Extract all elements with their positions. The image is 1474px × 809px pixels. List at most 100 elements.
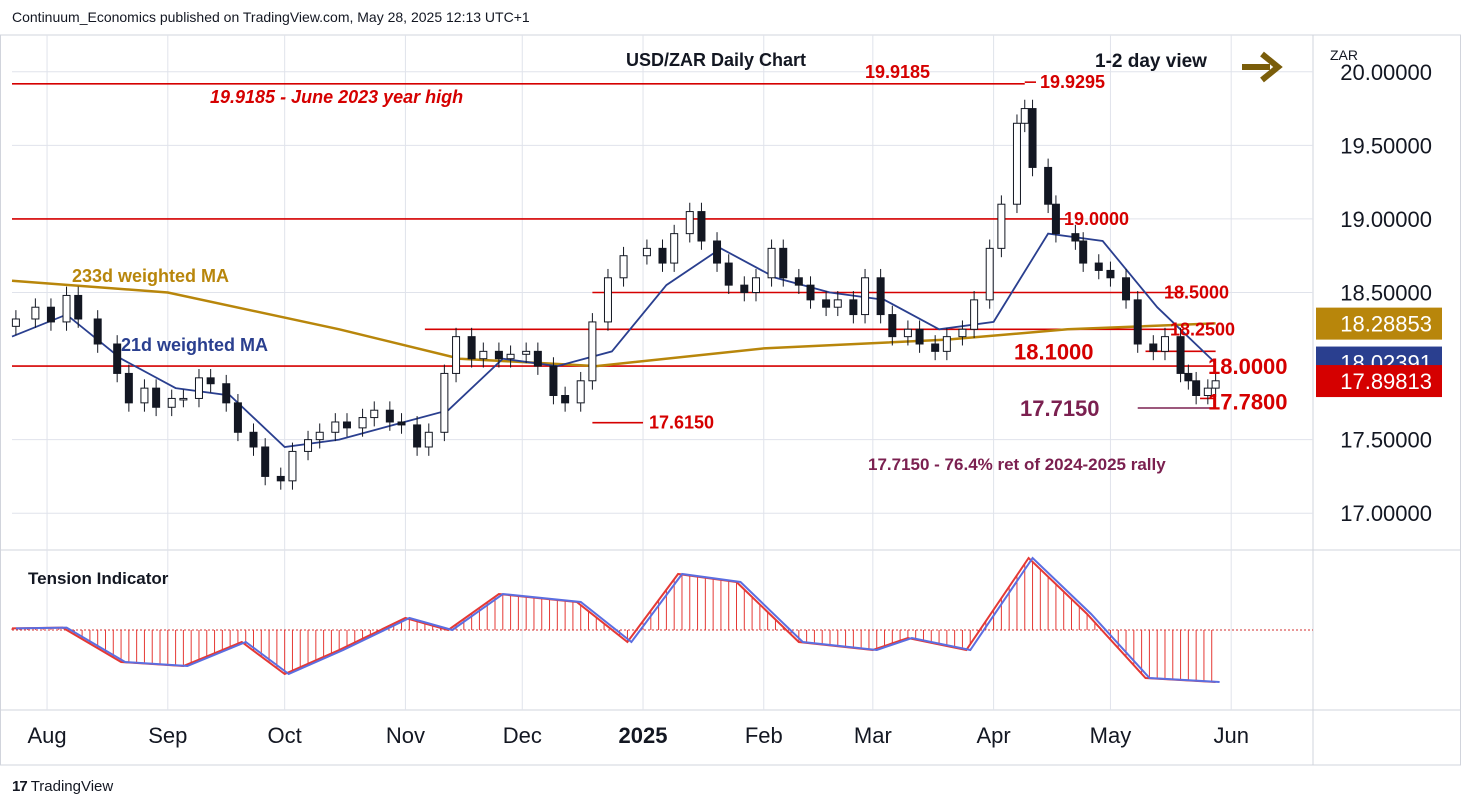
candle-body: [11, 318, 20, 327]
candle-body: [861, 277, 870, 316]
candle-body: [479, 350, 488, 360]
tradingview-logo[interactable]: 17 TradingView: [12, 778, 113, 795]
level-label-18-5000: 18.5000: [1164, 283, 1229, 303]
candle-body: [1012, 122, 1021, 205]
candle-body: [997, 203, 1006, 249]
wma233-label: 233d weighted MA: [72, 266, 229, 286]
x-tick-label: Sep: [148, 723, 187, 748]
candle-body: [424, 431, 433, 448]
fib-label: 17.7150: [1020, 396, 1100, 421]
candle-body: [740, 284, 749, 293]
x-tick-label: Mar: [854, 723, 892, 748]
candle-body: [1044, 166, 1053, 205]
candle-body: [152, 387, 161, 408]
candle-body: [179, 397, 188, 401]
candle-body: [985, 247, 994, 301]
candle-body: [140, 387, 149, 404]
y-tick-label: 17.50000: [1340, 428, 1432, 453]
price-badge: [1316, 307, 1442, 340]
swing-label-19-9185: 19.9185: [865, 62, 930, 82]
tradingview-logo-icon: 17: [12, 778, 28, 795]
candle-body: [167, 397, 176, 408]
x-tick-label: Apr: [976, 723, 1010, 748]
candle-body: [958, 328, 967, 338]
candle-body: [522, 350, 531, 355]
candle-body: [288, 450, 297, 482]
level-label-june-2023-high: 19.9185 - June 2023 year high: [210, 87, 463, 107]
candle-body: [806, 284, 815, 301]
candle-body: [452, 336, 461, 374]
y-tick-label: 20.00000: [1340, 60, 1432, 85]
candle-body: [124, 372, 133, 404]
x-tick-label: 2025: [619, 723, 668, 748]
candle-body: [494, 350, 503, 360]
y-tick-label: 19.00000: [1340, 207, 1432, 232]
candle-body: [62, 294, 71, 323]
candle-body: [304, 439, 313, 452]
candle-body: [751, 277, 760, 293]
candle-body: [603, 277, 612, 323]
candle-body: [261, 446, 270, 477]
candle-body: [1160, 336, 1169, 352]
candle-body: [315, 431, 324, 441]
candle-body: [1094, 262, 1103, 271]
candle-body: [670, 233, 679, 264]
candle-body: [619, 255, 628, 279]
candle-body: [576, 380, 585, 404]
candle-body: [249, 431, 258, 448]
price-badge: [1316, 365, 1442, 398]
candle-body: [658, 247, 667, 264]
view-note: 1-2 day view: [1095, 51, 1207, 72]
candle-body: [233, 402, 242, 433]
candle-body: [767, 247, 776, 279]
wma21-label: 21d weighted MA: [121, 335, 268, 355]
candle-body: [74, 294, 83, 320]
candle-body: [506, 353, 515, 360]
candle-body: [113, 343, 122, 374]
candle-body: [724, 262, 733, 286]
y-tick-label: 19.50000: [1340, 133, 1432, 158]
price-badge-label: 17.89813: [1340, 369, 1432, 394]
candle-body: [1071, 233, 1080, 242]
candle-body: [93, 318, 102, 345]
candle-body: [1028, 108, 1037, 168]
currency-label: ZAR: [1330, 47, 1358, 63]
candle-body: [849, 299, 858, 316]
candle-body: [779, 247, 788, 279]
candle-body: [1149, 343, 1158, 352]
x-tick-label: Aug: [27, 723, 66, 748]
candle-body: [385, 409, 394, 423]
candle-body: [206, 377, 215, 385]
candle-body: [588, 321, 597, 382]
candle-body: [822, 299, 831, 308]
publisher-line: Continuum_Economics published on Trading…: [12, 9, 530, 25]
candle-body: [397, 421, 406, 426]
candle-body: [1203, 387, 1212, 396]
candle-body: [1192, 380, 1201, 396]
candle-body: [915, 328, 924, 345]
candle-body: [549, 365, 558, 397]
candle-body: [331, 421, 340, 433]
candle-body: [533, 350, 542, 367]
candle-body: [358, 417, 367, 429]
x-tick-label: Feb: [745, 723, 783, 748]
x-tick-label: Dec: [503, 723, 542, 748]
candle-body: [1184, 372, 1193, 382]
candle-body: [697, 211, 706, 242]
tension-title: Tension Indicator: [28, 569, 169, 588]
swing-label-19-9295: 19.9295: [1040, 72, 1105, 92]
candle-body: [1133, 299, 1142, 345]
x-tick-label: Oct: [268, 723, 302, 748]
tension-signal-line: [11, 556, 1216, 683]
x-tick-label: May: [1090, 723, 1132, 748]
candle-body: [794, 277, 803, 286]
candle-body: [833, 299, 842, 308]
candle-body: [342, 421, 351, 429]
level-label-17-6150: 17.6150: [649, 413, 714, 433]
candle-body: [194, 377, 203, 399]
fib-note: 17.7150 - 76.4% ret of 2024-2025 rally: [868, 455, 1166, 474]
level-label-19-0000: 19.0000: [1064, 209, 1129, 229]
level-label-17-7800: 17.7800: [1208, 389, 1288, 414]
candle-body: [440, 372, 449, 433]
